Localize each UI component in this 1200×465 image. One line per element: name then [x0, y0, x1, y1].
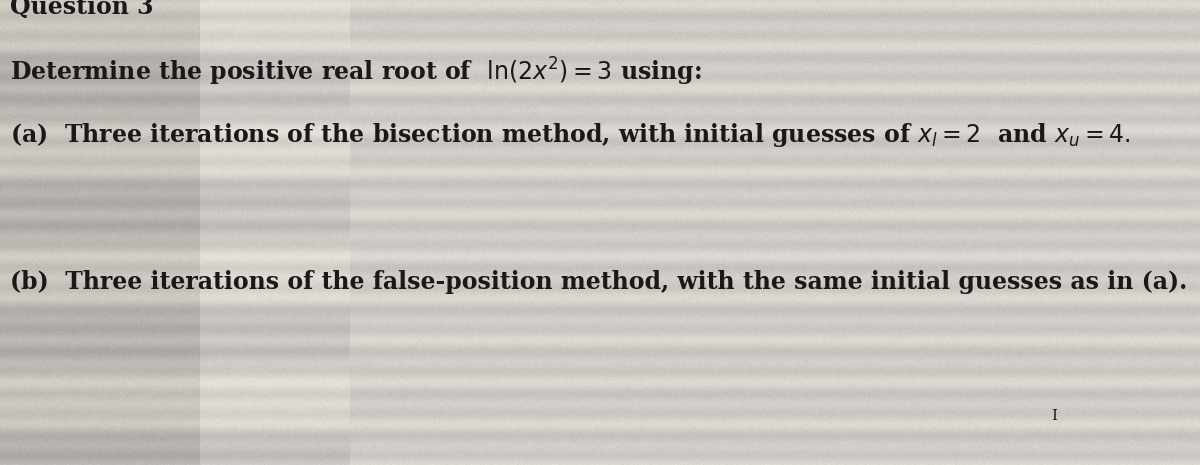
Text: I: I: [1051, 409, 1057, 423]
Text: (a)  Three iterations of the bisection method, with initial guesses of $x_l = 2$: (a) Three iterations of the bisection me…: [10, 121, 1130, 149]
Text: Determine the positive real root of  $\mathrm{ln}(2x^2) = 3$ using:: Determine the positive real root of $\ma…: [10, 56, 701, 88]
Text: Question 3: Question 3: [10, 0, 154, 20]
Text: (b)  Three iterations of the false-position method, with the same initial guesse: (b) Three iterations of the false-positi…: [10, 270, 1187, 294]
